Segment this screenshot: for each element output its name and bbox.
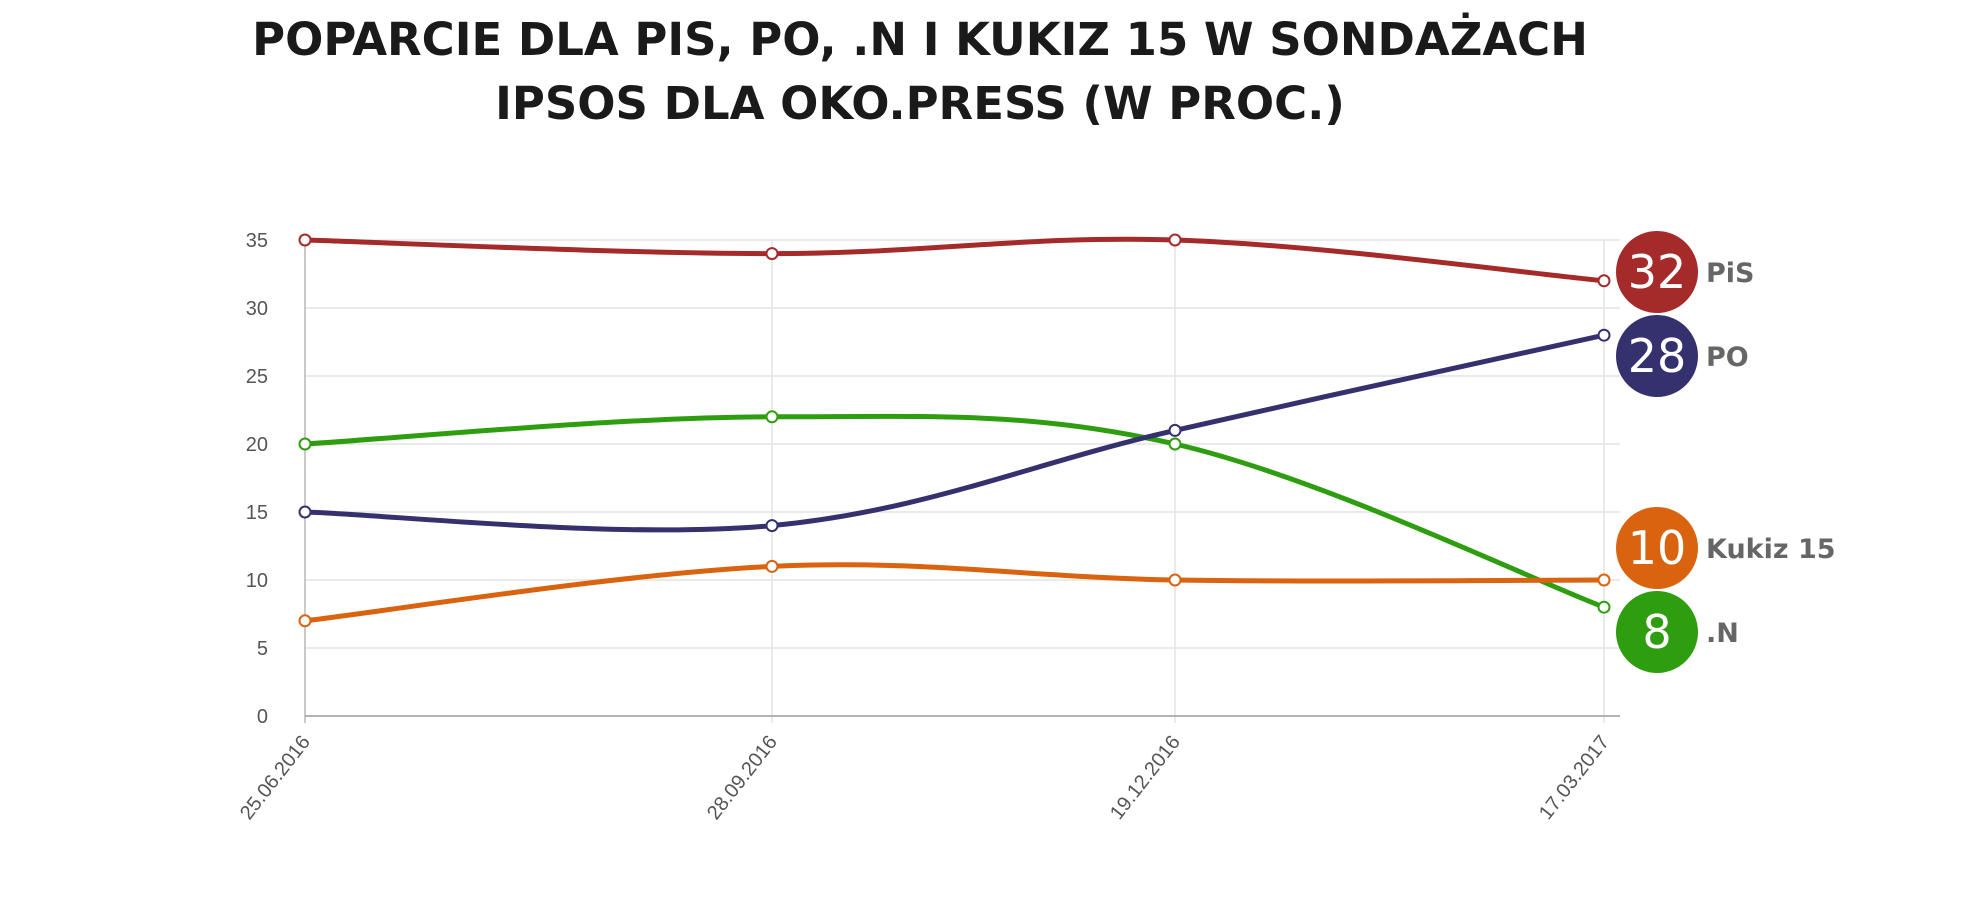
y-tick-label: 15 bbox=[246, 502, 268, 524]
data-point bbox=[1597, 600, 1611, 614]
data-point bbox=[1168, 437, 1182, 451]
series-name-label: Kukiz 15 bbox=[1706, 534, 1836, 565]
data-point bbox=[1168, 573, 1182, 587]
chart-title: POPARCIE DLA PIS, PO, .N I KUKIZ 15 W SO… bbox=[0, 8, 1840, 136]
series-name-label: .N bbox=[1706, 618, 1739, 649]
series-line bbox=[302, 413, 1607, 610]
x-tick-label: 25.06.2016 bbox=[236, 732, 315, 824]
end-badge-value: 8 bbox=[1642, 605, 1671, 659]
data-point bbox=[765, 410, 779, 424]
series-line bbox=[302, 562, 1607, 624]
data-point bbox=[298, 614, 312, 628]
data-point bbox=[298, 233, 312, 247]
data-point bbox=[1168, 233, 1182, 247]
y-tick-label: 20 bbox=[246, 434, 268, 456]
end-labels: 32 PiS 28 PO 10 Kukiz 15 8 .N bbox=[1616, 231, 1836, 673]
data-point bbox=[765, 247, 779, 261]
end-badge bbox=[1616, 231, 1698, 313]
x-tick-label: 17.03.2017 bbox=[1535, 732, 1614, 824]
series-name-label: PO bbox=[1706, 342, 1749, 373]
chart-title-line-1: POPARCIE DLA PIS, PO, .N I KUKIZ 15 W SO… bbox=[252, 13, 1588, 66]
end-badge bbox=[1616, 315, 1698, 397]
end-badge-value: 32 bbox=[1628, 245, 1687, 299]
series-name-label: PiS bbox=[1706, 258, 1755, 289]
data-point bbox=[765, 559, 779, 573]
end-badge bbox=[1616, 507, 1698, 589]
series-line bbox=[302, 236, 1607, 284]
y-tick-label: 30 bbox=[246, 298, 268, 320]
data-point bbox=[1168, 423, 1182, 437]
data-point bbox=[1597, 274, 1611, 288]
data-point bbox=[765, 519, 779, 533]
x-tick-label: 28.09.2016 bbox=[703, 732, 782, 824]
data-point bbox=[1597, 328, 1611, 342]
data-point bbox=[298, 437, 312, 451]
data-point bbox=[298, 505, 312, 519]
y-tick-label: 35 bbox=[246, 230, 268, 252]
data-point bbox=[1597, 573, 1611, 587]
y-tick-label: 5 bbox=[257, 638, 268, 660]
y-tick-label: 25 bbox=[246, 366, 268, 388]
series bbox=[298, 233, 1611, 628]
end-badge bbox=[1616, 591, 1698, 673]
series-line bbox=[302, 332, 1607, 533]
chart-title-line-2: IPSOS DLA OKO.PRESS (W PROC.) bbox=[495, 77, 1345, 130]
y-tick-label: 0 bbox=[257, 706, 268, 728]
x-tick-label: 19.12.2016 bbox=[1106, 732, 1185, 824]
end-badge-value: 10 bbox=[1628, 521, 1687, 575]
y-tick-label: 10 bbox=[246, 570, 268, 592]
end-badge-value: 28 bbox=[1628, 329, 1687, 383]
grid bbox=[304, 239, 1620, 723]
